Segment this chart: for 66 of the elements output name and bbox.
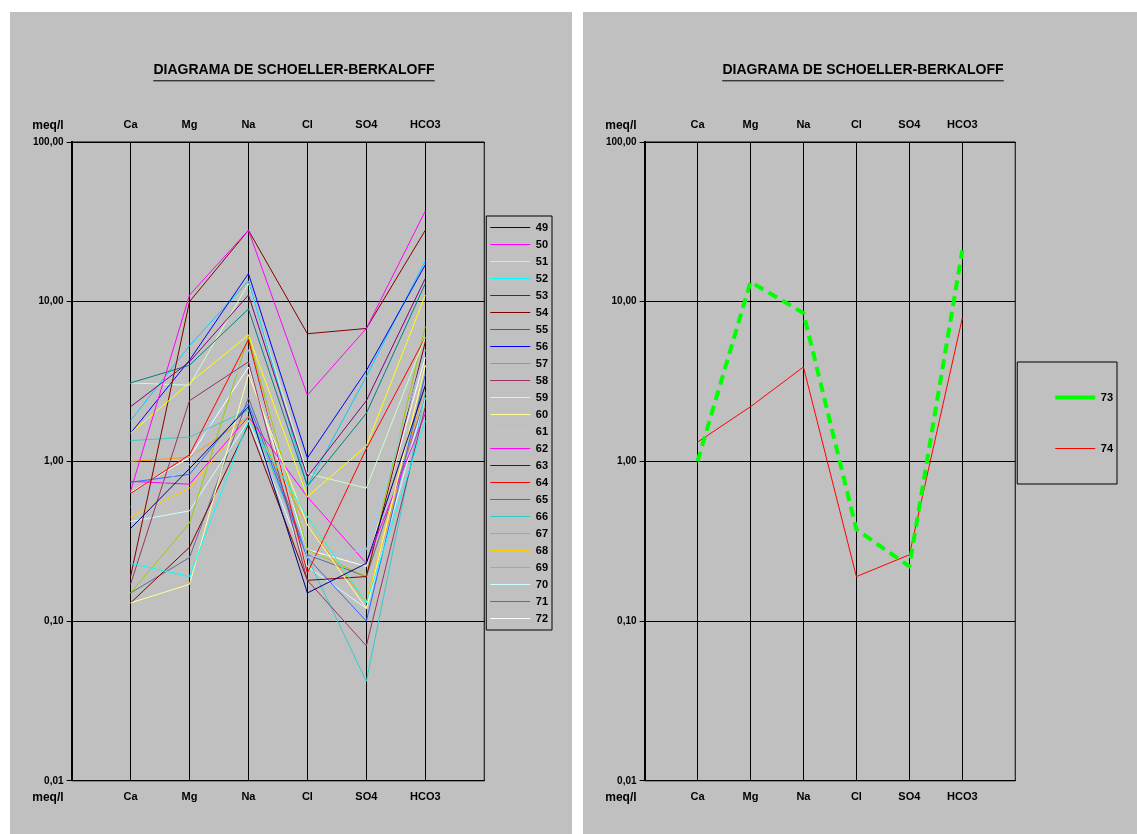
- legend-label: 49: [535, 220, 549, 233]
- y-tick-label: 0,10: [617, 614, 638, 626]
- legend-label: 71: [535, 594, 549, 607]
- x-tick-label: Cl: [850, 790, 862, 803]
- x-tick-label: Na: [796, 790, 812, 803]
- legend-label: 50: [535, 237, 549, 250]
- category-label: SO4: [898, 118, 921, 131]
- x-tick-label: SO4: [898, 790, 922, 803]
- legend-label: 72: [535, 611, 549, 624]
- y-tick-label: 10,00: [611, 295, 638, 307]
- legend-label: 66: [535, 509, 549, 522]
- legend-label: 68: [535, 543, 549, 556]
- legend-label: 63: [535, 458, 549, 471]
- x-tick-label: Ca: [690, 790, 706, 803]
- category-label: Cl: [301, 118, 313, 131]
- category-label: HCO3: [410, 118, 441, 131]
- legend-label: 61: [535, 424, 549, 437]
- text: meq/l: [605, 117, 637, 132]
- legend-label: 62: [535, 441, 549, 454]
- x-tick-label: Na: [241, 790, 257, 803]
- x-tick-label: Ca: [123, 790, 139, 803]
- y-tick-label: 1,00: [617, 455, 638, 467]
- y-tick-label: 1,00: [44, 455, 65, 467]
- category-label: SO4: [355, 118, 378, 131]
- y-tick-label: 0,10: [44, 614, 65, 626]
- legend-label: 74: [1100, 441, 1114, 454]
- x-tick-label: HCO3: [947, 790, 978, 803]
- legend-label: 56: [535, 339, 549, 352]
- legend-label: 67: [535, 526, 549, 539]
- legend-label: 52: [535, 271, 549, 284]
- legend-label: 64: [535, 475, 549, 488]
- category-label: Na: [796, 118, 811, 131]
- legend-label: 69: [535, 560, 549, 573]
- chart-title: DIAGRAMA DE SCHOELLER-BERKALOFF: [722, 61, 1004, 78]
- y-axis-title: meq/l: [605, 789, 637, 804]
- legend-label: 57: [535, 356, 549, 369]
- category-label: Ca: [123, 118, 138, 131]
- legend-label: 73: [1100, 390, 1114, 403]
- text: meq/l: [32, 117, 64, 132]
- y-tick-label: 100,00: [32, 135, 65, 147]
- legend-label: 55: [535, 322, 549, 335]
- category-label: Cl: [850, 118, 862, 131]
- x-tick-label: Mg: [742, 790, 759, 803]
- legend-label: 51: [535, 254, 549, 267]
- category-label: Na: [241, 118, 256, 131]
- legend-label: 70: [535, 577, 549, 590]
- category-label: HCO3: [947, 118, 978, 131]
- legend-label: 58: [535, 373, 549, 386]
- x-tick-label: HCO3: [410, 790, 441, 803]
- category-label: Mg: [742, 118, 759, 131]
- legend-label: 59: [535, 390, 549, 403]
- y-tick-label: 0,01: [617, 774, 638, 786]
- category-label: Mg: [181, 118, 198, 131]
- chart-title: DIAGRAMA DE SCHOELLER-BERKALOFF: [153, 61, 435, 78]
- x-tick-label: Mg: [181, 790, 198, 803]
- legend-label: 54: [535, 305, 549, 318]
- legend-label: 60: [535, 407, 549, 420]
- y-axis-title: meq/l: [32, 789, 64, 804]
- legend-label: 65: [535, 492, 549, 505]
- y-tick-label: 0,01: [44, 774, 65, 786]
- x-tick-label: Cl: [301, 790, 313, 803]
- y-tick-label: 10,00: [38, 295, 65, 307]
- legend-label: 53: [535, 288, 549, 301]
- category-label: Ca: [690, 118, 705, 131]
- x-tick-label: SO4: [355, 790, 379, 803]
- y-tick-label: 100,00: [605, 135, 638, 147]
